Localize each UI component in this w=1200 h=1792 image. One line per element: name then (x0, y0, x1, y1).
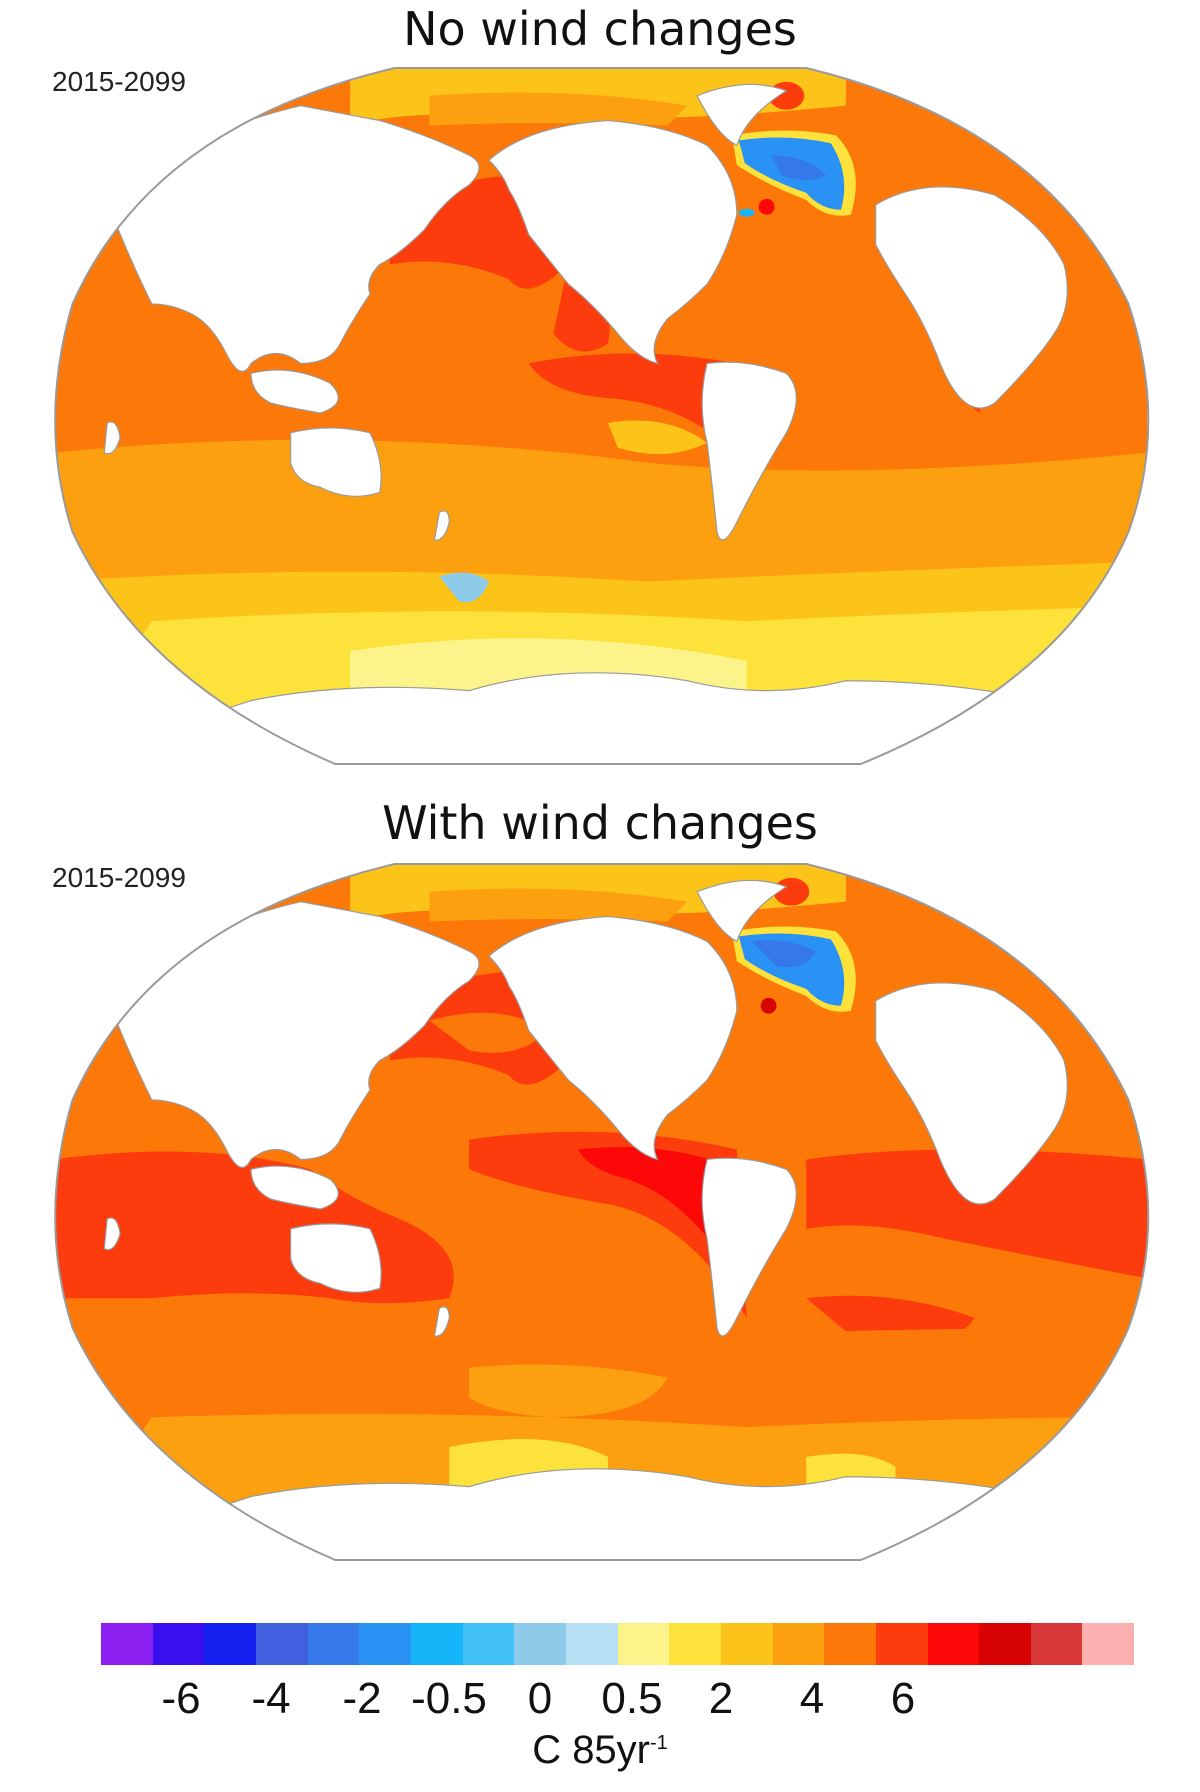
colorbar-segment (565, 1623, 618, 1665)
colorbar-segment (255, 1623, 308, 1665)
units-text: C 85yr (532, 1728, 650, 1772)
colorbar-segment (514, 1623, 566, 1665)
colorbar-ticks: -6 -4 -2 -0.5 0 0.5 2 4 6 (0, 1674, 1200, 1724)
colorbar-segment (204, 1623, 256, 1665)
period-label-with-wind: 2015-2099 (52, 862, 186, 893)
colorbar-tick-label: -0.5 (411, 1674, 487, 1723)
colorbar-tick-label: -6 (161, 1674, 201, 1723)
colorbar-segment (875, 1623, 928, 1665)
period-label-no-wind: 2015-2099 (52, 66, 186, 97)
colorbar-tick-label: 0 (527, 1674, 553, 1723)
colorbar-tick-label: -2 (342, 1674, 382, 1723)
colorbar-tick-label: 0.5 (601, 1674, 663, 1723)
panel-title-with-wind: With wind changes (382, 796, 818, 850)
colorbar-segment (152, 1623, 205, 1665)
colorbar-segment (410, 1623, 463, 1665)
colorbar-segment (979, 1623, 1031, 1665)
colorbar-segment (462, 1623, 515, 1665)
colorbar-segment (307, 1623, 360, 1665)
colorbar-segment (720, 1623, 773, 1665)
colorbar-tick-label: -4 (251, 1674, 291, 1723)
colorbar (101, 1623, 1135, 1665)
map-with-wind-changes (48, 862, 1152, 1562)
colorbar-segment (669, 1623, 721, 1665)
map-no-wind-changes (48, 66, 1152, 766)
panel-title-no-wind: No wind changes (403, 2, 797, 56)
colorbar-tick-label: 4 (799, 1674, 825, 1723)
colorbar-segment (824, 1623, 876, 1665)
colorbar-tick-label: 6 (890, 1674, 916, 1723)
colorbar-segment (772, 1623, 825, 1665)
colorbar-segment (101, 1623, 153, 1665)
colorbar-segment (927, 1623, 980, 1665)
colorbar-tick-label: 2 (708, 1674, 734, 1723)
colorbar-units-label: C 85yr-1 (0, 1728, 1200, 1773)
colorbar-segment (617, 1623, 670, 1665)
colorbar-segment (1030, 1623, 1083, 1665)
colorbar-segment (359, 1623, 411, 1665)
units-superscript: -1 (650, 1732, 668, 1754)
colorbar-segment (1082, 1623, 1135, 1665)
